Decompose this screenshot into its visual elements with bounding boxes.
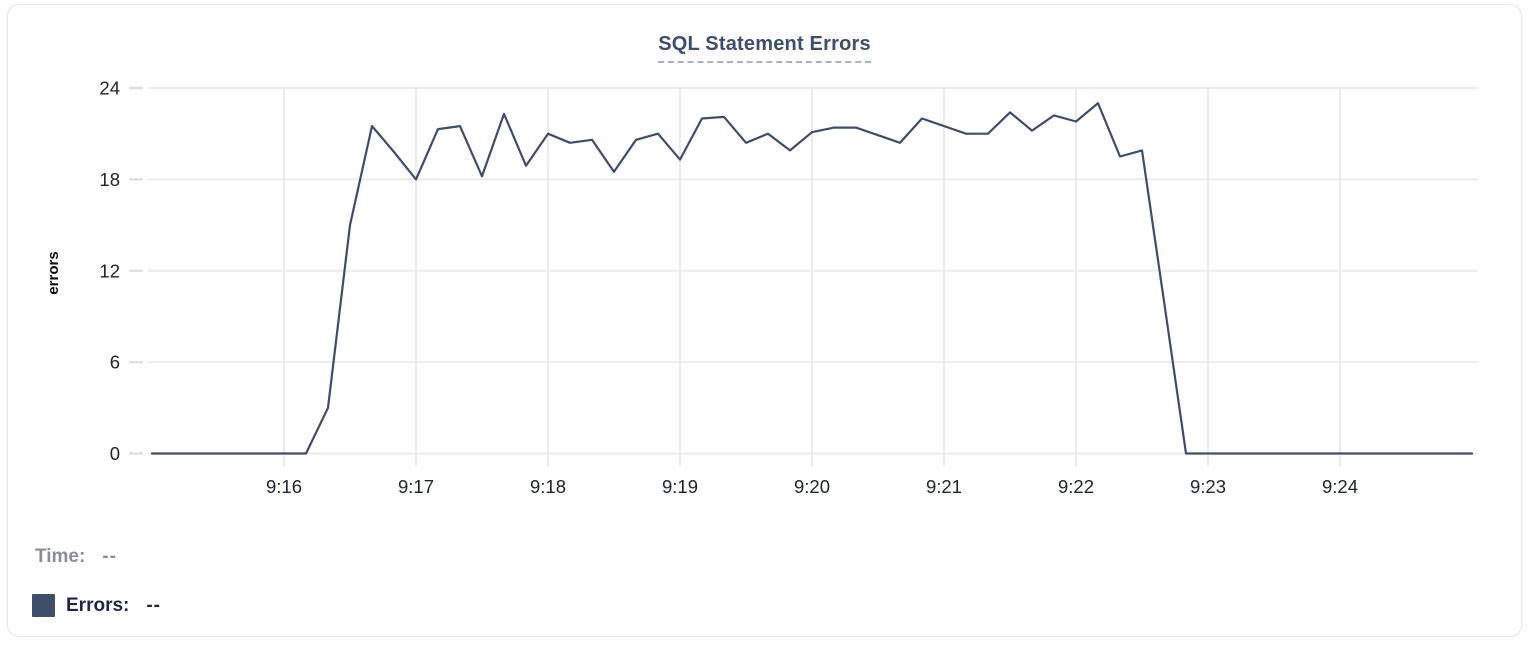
x-tick-label: 9:21 [926, 476, 962, 497]
y-tick-label: 12 [99, 260, 120, 281]
x-tick-label: 9:19 [662, 476, 698, 497]
tooltip-errors-row: Errors: -- [32, 594, 161, 617]
y-tick-label: 18 [99, 169, 120, 190]
y-tick-label: 0 [110, 443, 120, 464]
y-tick-label: 6 [110, 352, 120, 373]
y-tick-label: 24 [99, 78, 120, 99]
x-tick-label: 9:23 [1190, 476, 1226, 497]
chart-card: SQL Statement Errors 0 6 12 18 24 9:16 9:17 9:1… [7, 4, 1522, 637]
x-tick-label: 9:18 [530, 476, 566, 497]
errors-series-line [150, 102, 1474, 455]
x-tick-label: 9:24 [1322, 476, 1358, 497]
x-tick-label: 9:16 [266, 476, 302, 497]
x-tick-label: 9:22 [1058, 476, 1094, 497]
x-tick-label: 9:17 [398, 476, 434, 497]
errors-series-swatch-icon [32, 594, 55, 617]
chart-header: SQL Statement Errors [8, 33, 1521, 63]
errors-label: Errors: [66, 594, 130, 616]
time-label: Time: [35, 546, 86, 567]
tooltip-time-row: Time: -- [35, 546, 117, 568]
errors-value: -- [146, 594, 162, 616]
chart-title-link[interactable]: SQL Statement Errors [658, 33, 871, 63]
errors-line-chart: 0 6 12 18 24 9:16 9:17 9:18 9:19 9:20 9:21 9:22 9:23… [45, 78, 1478, 497]
x-tick-label: 9:20 [794, 476, 830, 497]
time-value: -- [102, 546, 117, 567]
y-axis-label: errors [45, 251, 62, 294]
